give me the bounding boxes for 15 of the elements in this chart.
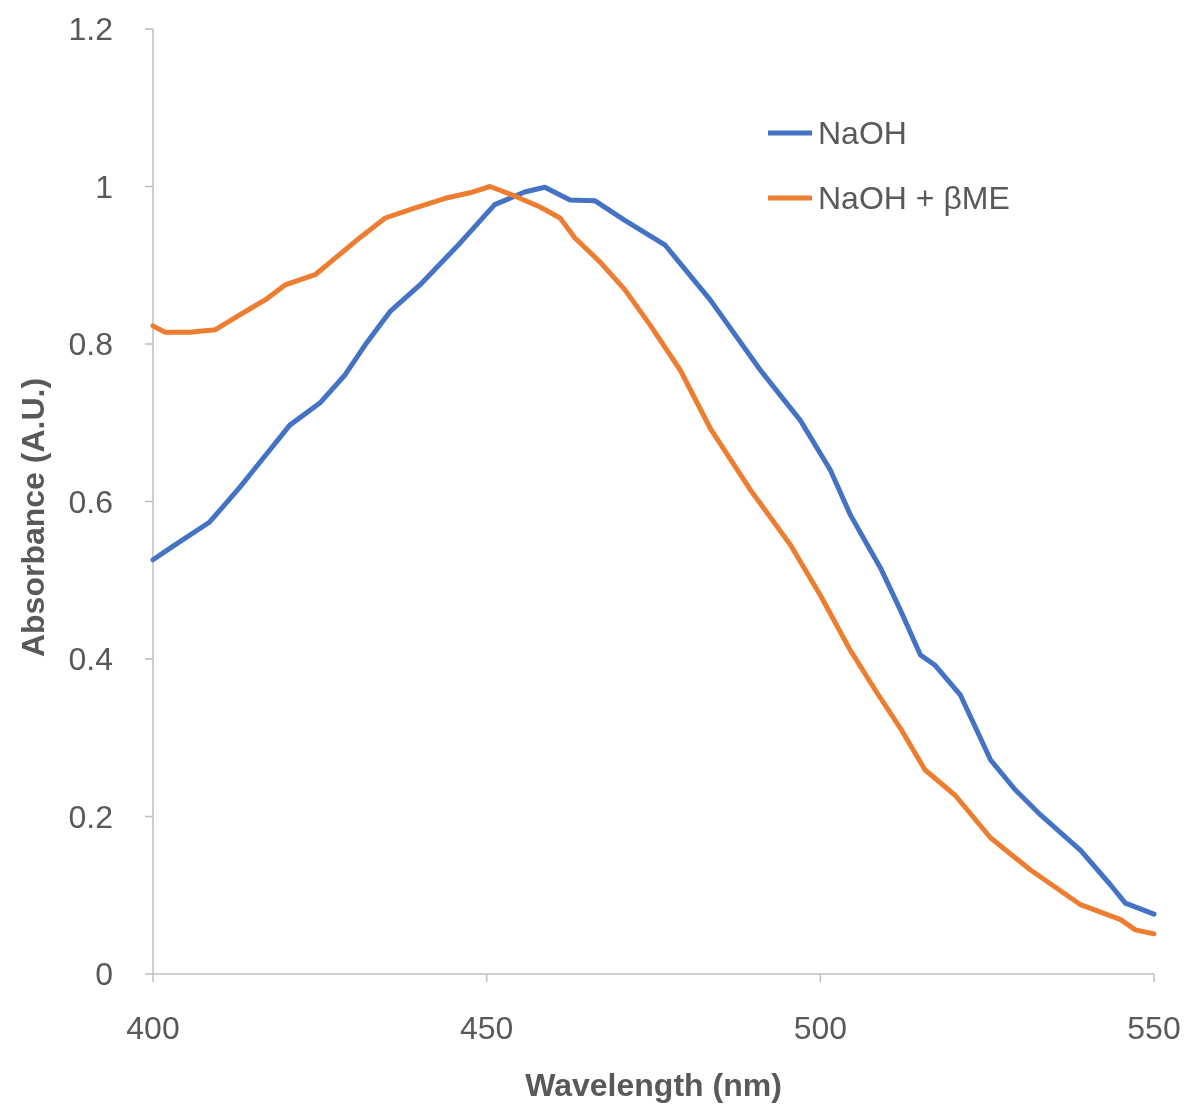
y-axis-title: Absorbance (A.U.) xyxy=(15,377,51,658)
x-tick-label: 450 xyxy=(459,1010,514,1046)
x-tick-label: 400 xyxy=(126,1010,180,1046)
legend-label: NaOH xyxy=(818,115,907,152)
y-tick-label: 0.4 xyxy=(68,641,113,678)
y-tick-label: 0.2 xyxy=(68,798,113,835)
x-tick-label: 500 xyxy=(793,1010,848,1046)
y-tick-label: 0.8 xyxy=(68,326,113,363)
legend-label: NaOH + βME xyxy=(818,180,1010,217)
y-tick-label: 1 xyxy=(95,168,113,205)
y-tick-label: 0.6 xyxy=(68,483,113,520)
x-tick-label: 550 xyxy=(1127,1010,1181,1046)
y-tick-label: 1.2 xyxy=(68,11,113,48)
x-axis-title: Wavelength (nm) xyxy=(525,1067,782,1103)
y-tick-label: 0 xyxy=(95,956,113,993)
